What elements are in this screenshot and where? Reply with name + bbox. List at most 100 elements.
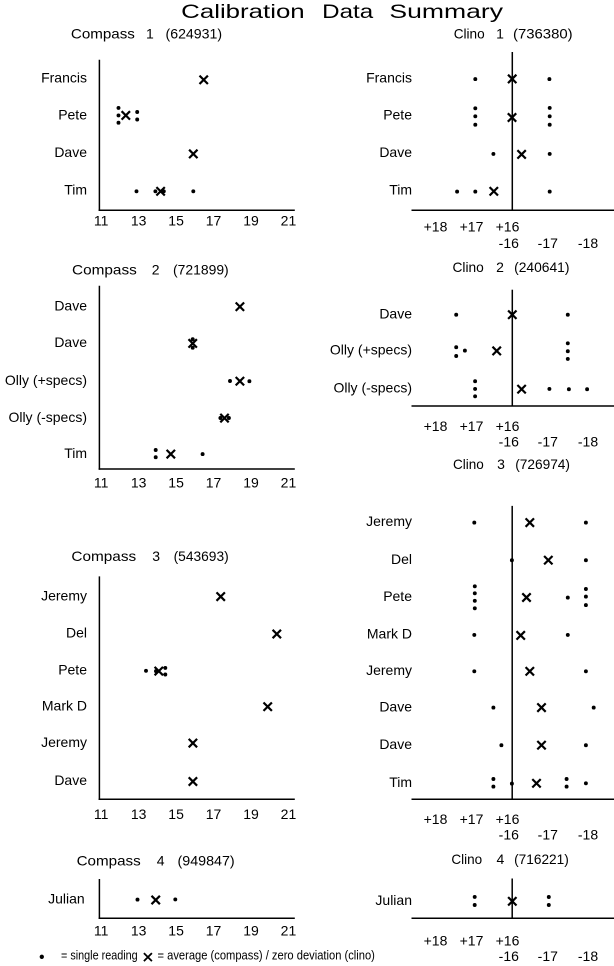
svg-text:1: 1 <box>496 26 504 42</box>
svg-text:Olly (-specs): Olly (-specs) <box>8 409 87 425</box>
svg-text:-18: -18 <box>578 434 598 450</box>
svg-text:Jeremy: Jeremy <box>41 734 87 750</box>
svg-text:Pete: Pete <box>58 107 87 123</box>
svg-text:Compass: Compass <box>72 262 137 278</box>
svg-text:11: 11 <box>94 806 109 822</box>
svg-text:+18: +18 <box>424 932 448 948</box>
svg-text:Tim: Tim <box>389 774 412 790</box>
svg-text:13: 13 <box>131 923 147 939</box>
svg-text:-18: -18 <box>578 948 598 964</box>
svg-text:Pete: Pete <box>383 107 412 123</box>
svg-text:Dave: Dave <box>379 144 412 160</box>
svg-text:Pete: Pete <box>383 588 412 604</box>
svg-text:13: 13 <box>131 806 147 822</box>
svg-text:+17: +17 <box>460 418 484 434</box>
svg-text:Summary: Summary <box>389 1 503 23</box>
svg-text:+17: +17 <box>460 219 484 235</box>
svg-text:-16: -16 <box>499 434 519 450</box>
svg-text:11: 11 <box>94 923 109 939</box>
svg-text:Compass: Compass <box>77 853 141 869</box>
svg-text:= single reading: = single reading <box>61 949 138 963</box>
svg-text:(721899): (721899) <box>173 262 229 278</box>
svg-text:+16: +16 <box>496 418 520 434</box>
svg-text:15: 15 <box>168 923 184 939</box>
svg-text:-18: -18 <box>578 235 598 251</box>
svg-text:Calibration: Calibration <box>181 1 305 23</box>
svg-text:Tim: Tim <box>64 182 87 198</box>
svg-text:Dave: Dave <box>54 334 87 350</box>
svg-text:15: 15 <box>168 475 184 491</box>
svg-text:Tim: Tim <box>389 182 412 198</box>
svg-text:19: 19 <box>243 475 259 491</box>
svg-text:Clino: Clino <box>454 26 485 42</box>
svg-text:19: 19 <box>243 213 259 229</box>
svg-text:(949847): (949847) <box>178 853 235 869</box>
svg-text:Compass: Compass <box>71 26 135 42</box>
svg-text:Olly (+specs): Olly (+specs) <box>330 341 412 357</box>
svg-text:19: 19 <box>243 923 259 939</box>
svg-text:Del: Del <box>66 625 87 641</box>
svg-text:(624931): (624931) <box>166 26 223 42</box>
svg-text:Clino: Clino <box>453 456 484 472</box>
svg-text:-17: -17 <box>538 826 558 842</box>
svg-text:Francis: Francis <box>366 69 412 85</box>
svg-text:Olly (-specs): Olly (-specs) <box>333 380 412 396</box>
svg-text:21: 21 <box>281 923 297 939</box>
svg-text:1: 1 <box>146 26 154 42</box>
svg-text:3: 3 <box>152 548 160 564</box>
svg-text:Olly (+specs): Olly (+specs) <box>5 372 87 388</box>
svg-text:-16: -16 <box>499 826 519 842</box>
svg-text:4: 4 <box>157 853 165 869</box>
svg-text:(726974): (726974) <box>515 456 570 472</box>
svg-text:+18: +18 <box>424 219 448 235</box>
svg-text:17: 17 <box>206 213 222 229</box>
svg-text:17: 17 <box>206 475 222 491</box>
svg-text:+17: +17 <box>460 811 484 827</box>
svg-text:Jeremy: Jeremy <box>366 513 412 529</box>
svg-text:-16: -16 <box>499 948 519 964</box>
svg-text:-18: -18 <box>578 826 598 842</box>
svg-text:= average (compass) / zero dev: = average (compass) / zero deviation (cl… <box>158 949 375 963</box>
svg-text:-17: -17 <box>538 948 558 964</box>
svg-text:Dave: Dave <box>379 698 412 714</box>
svg-text:17: 17 <box>206 923 222 939</box>
svg-text:Julian: Julian <box>375 892 412 908</box>
svg-text:Del: Del <box>391 551 412 567</box>
svg-text:Pete: Pete <box>58 662 87 678</box>
svg-text:Jeremy: Jeremy <box>366 662 412 678</box>
svg-text:13: 13 <box>131 213 147 229</box>
svg-text:+18: +18 <box>424 811 448 827</box>
svg-text:Dave: Dave <box>54 144 87 160</box>
svg-text:21: 21 <box>281 806 297 822</box>
svg-text:(240641): (240641) <box>514 259 569 275</box>
svg-text:-16: -16 <box>499 235 519 251</box>
svg-text:21: 21 <box>281 475 297 491</box>
svg-text:-17: -17 <box>538 434 558 450</box>
svg-text:11: 11 <box>94 475 109 491</box>
svg-text:+16: +16 <box>496 811 520 827</box>
svg-text:Mark D: Mark D <box>42 697 87 713</box>
svg-text:Julian: Julian <box>48 890 85 906</box>
svg-text:15: 15 <box>168 213 184 229</box>
svg-text:Clino: Clino <box>451 851 482 867</box>
svg-text:Data: Data <box>322 1 373 23</box>
svg-text:4: 4 <box>497 851 505 867</box>
svg-text:2: 2 <box>496 259 504 275</box>
svg-text:11: 11 <box>94 213 109 229</box>
svg-text:15: 15 <box>168 806 184 822</box>
svg-text:+16: +16 <box>496 932 520 948</box>
svg-text:(736380): (736380) <box>513 26 573 42</box>
svg-text:Clino: Clino <box>453 259 485 275</box>
svg-text:13: 13 <box>131 475 147 491</box>
svg-text:Compass: Compass <box>71 548 136 564</box>
svg-text:Dave: Dave <box>54 297 87 313</box>
svg-text:Tim: Tim <box>64 445 87 461</box>
svg-text:+18: +18 <box>424 418 448 434</box>
svg-text:21: 21 <box>281 213 297 229</box>
svg-text:(716221): (716221) <box>514 851 569 867</box>
svg-text:(543693): (543693) <box>174 548 229 564</box>
svg-text:Jeremy: Jeremy <box>41 587 87 603</box>
svg-text:+17: +17 <box>460 932 484 948</box>
svg-text:19: 19 <box>243 806 259 822</box>
svg-text:Francis: Francis <box>41 69 87 85</box>
